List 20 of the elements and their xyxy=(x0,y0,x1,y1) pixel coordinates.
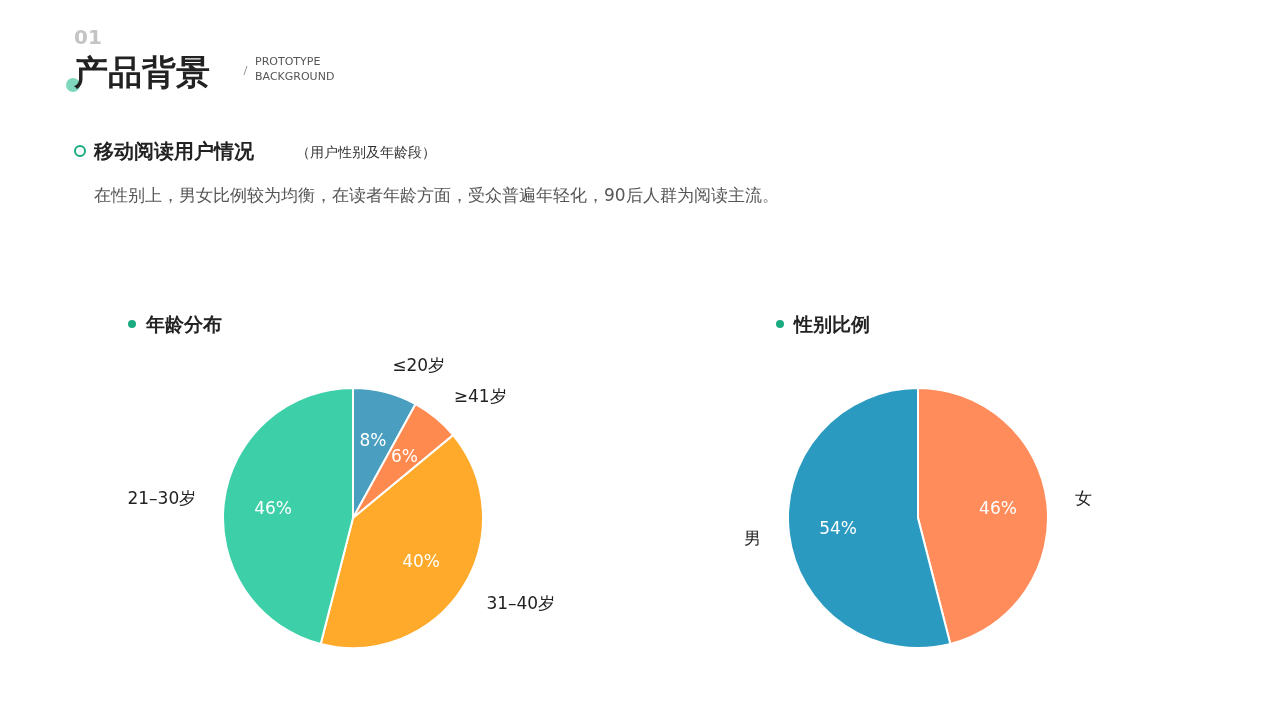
slice-label: ≤20岁 xyxy=(392,354,446,375)
slice-label: 21–30岁 xyxy=(127,488,197,509)
text: （用户性别及年龄段） xyxy=(296,144,436,160)
data-label: 8% xyxy=(359,429,387,450)
text: PROTOTYPE BACKGROUND xyxy=(255,55,335,83)
data-label: 54% xyxy=(819,518,857,539)
data-label: 46% xyxy=(254,497,292,518)
data-label: 40% xyxy=(402,551,440,572)
text: 产品背景 xyxy=(73,52,210,92)
text: 在性别上，男女比例较为均衡，在读者年龄方面，受众普遍年轻化，90后人群为阅读主流。 xyxy=(94,185,779,205)
text: 移动阅读用户情况 xyxy=(93,139,255,163)
slice-label: 男 xyxy=(744,527,762,548)
data-label: 6% xyxy=(390,445,418,466)
slice-label: 女 xyxy=(1074,488,1092,509)
chart-title: 性别比例 xyxy=(793,313,870,335)
data-label: 46% xyxy=(979,497,1017,518)
slice-label: ≥41岁 xyxy=(453,386,507,407)
chart-title: 年龄分布 xyxy=(145,313,222,335)
slice-label: 31–40岁 xyxy=(486,592,556,613)
text: 01 xyxy=(74,25,102,49)
